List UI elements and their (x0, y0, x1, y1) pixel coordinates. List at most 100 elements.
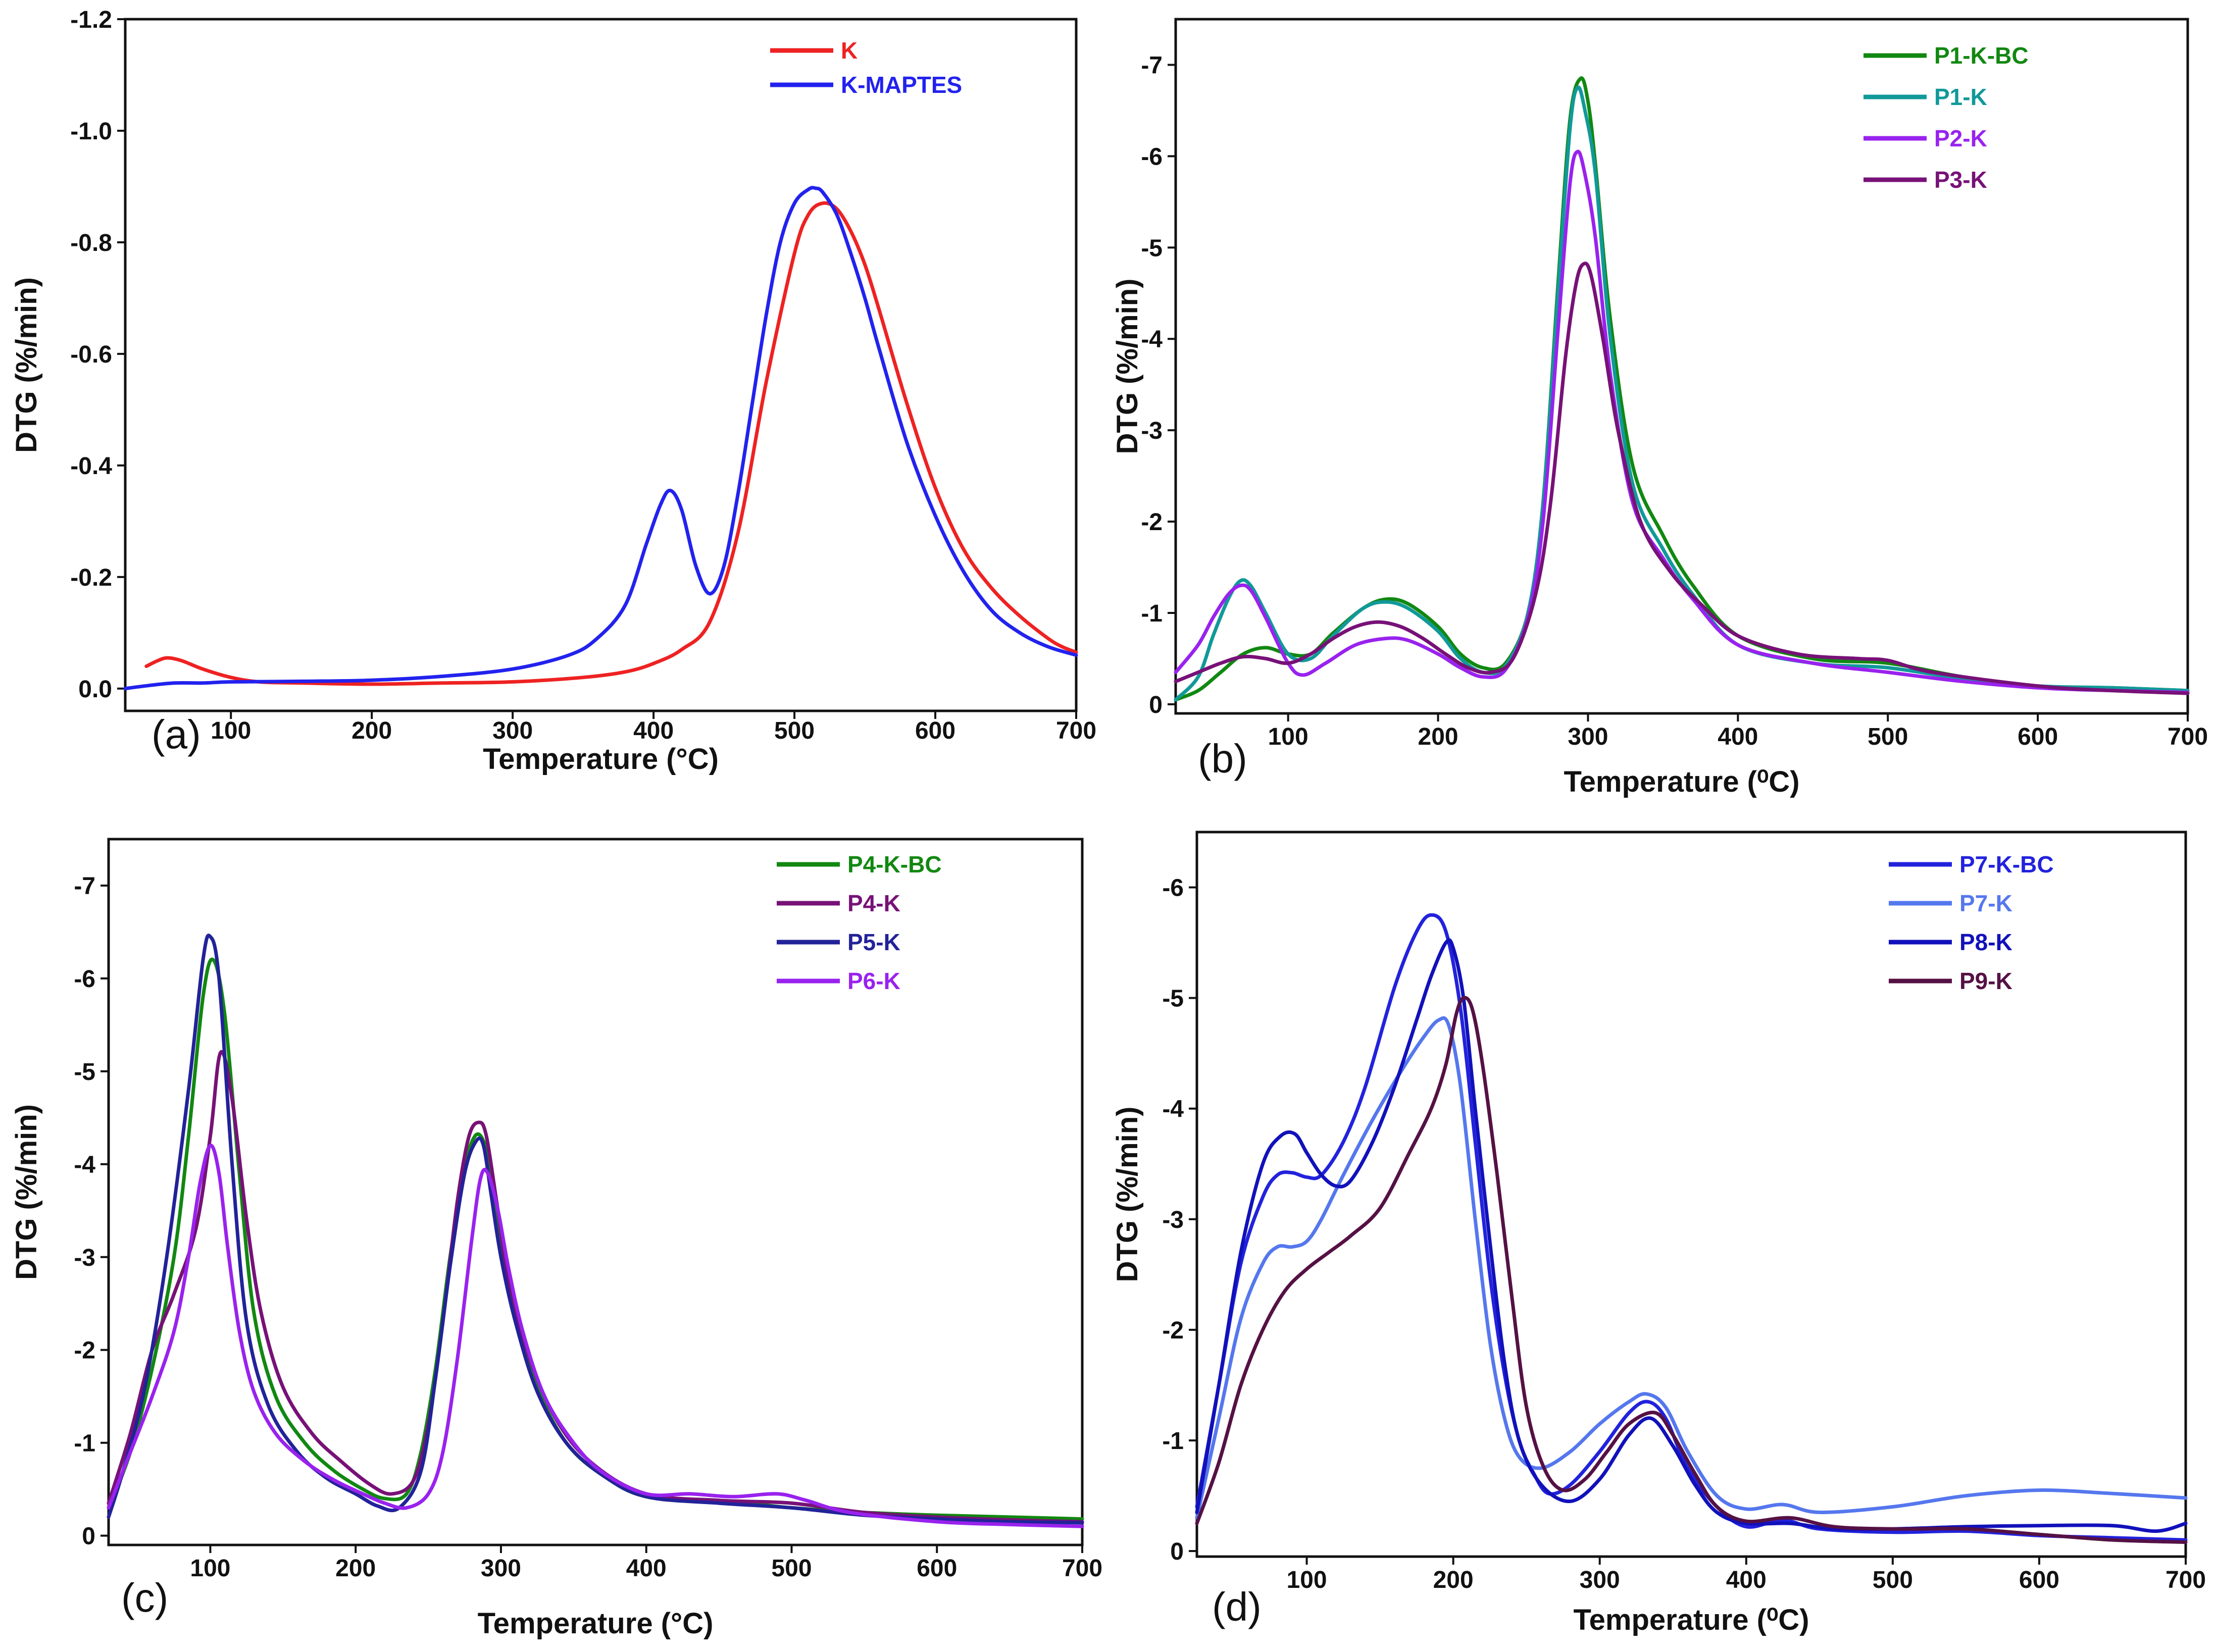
series-line-p1-k-bc (1174, 76, 2190, 702)
x-tick-label: 700 (2165, 1567, 2206, 1593)
legend-label: P1-K (1934, 84, 1987, 110)
legend-label: P2-K (1934, 125, 1987, 151)
x-tick-label: 600 (2019, 1567, 2059, 1593)
y-axis-label: DTG (%/min) (1111, 279, 1144, 454)
series-line-p7-k (1195, 1016, 2188, 1520)
y-tick-label: -5 (74, 1059, 95, 1086)
y-tick-label: 0 (82, 1523, 95, 1550)
y-tick-label: -5 (1141, 235, 1163, 262)
panel-label: (d) (1212, 1584, 1262, 1629)
y-axis-label: DTG (%/min) (10, 1104, 43, 1280)
panel-label: (b) (1198, 736, 1247, 781)
plot-frame (1195, 831, 2187, 1558)
x-tick-label: 600 (917, 1555, 957, 1582)
y-tick-label: -7 (74, 873, 95, 900)
x-tick-label: 100 (1287, 1567, 1327, 1593)
y-tick-label: -1.2 (70, 7, 112, 33)
plot-frame (1174, 18, 2189, 715)
x-tick-label: 300 (481, 1555, 521, 1582)
y-tick-label: 0.0 (78, 676, 112, 703)
x-tick-label: 600 (2018, 724, 2058, 750)
series-line-k-maptes (123, 186, 1078, 691)
legend-label: P1-K-BC (1934, 42, 2029, 69)
y-tick-label: -6 (74, 966, 95, 993)
y-tick-label: -3 (1162, 1207, 1184, 1233)
x-axis-label: Temperature (°C) (483, 743, 719, 776)
panel-3: 100 200 300 400 500 600 700 0 -1 -2 -3 -4 -5 -6 -7 Temp… (10, 838, 1102, 1640)
x-tick-label: 300 (1580, 1567, 1620, 1593)
legend-label: P8-K (1959, 929, 2012, 955)
panel-4: 100 200 300 400 500 600 700 0 -1 -2 -3 -4 -5 -6 Temper… (1111, 831, 2206, 1636)
series-line-p4-k-bc (107, 957, 1084, 1521)
panel-2: 100 200 300 400 500 600 700 0 -1 -2 -3 -4 -5 -6 -7 Temp… (1111, 18, 2208, 798)
x-tick-label: 300 (1568, 724, 1608, 750)
legend-label: P4-K-BC (847, 851, 942, 877)
y-tick-label: 0 (1149, 692, 1163, 718)
y-tick-label: -6 (1141, 143, 1163, 170)
y-tick-label: -0.6 (70, 341, 112, 368)
legend-label: P9-K (1959, 968, 2012, 994)
x-axis-label: Temperature (°C) (478, 1607, 714, 1640)
x-tick-label: 400 (1726, 1567, 1767, 1593)
legend-label: K-MAPTES (841, 72, 962, 98)
x-tick-label: 200 (1433, 1567, 1474, 1593)
y-tick-label: -3 (1141, 418, 1163, 444)
x-tick-label: 500 (771, 1555, 812, 1582)
y-tick-label: -0.2 (70, 564, 112, 591)
x-tick-label: 100 (211, 717, 251, 744)
y-tick-label: -1 (1141, 600, 1163, 627)
x-tick-label: 200 (1418, 724, 1458, 750)
series-line-p3-k (1174, 262, 2190, 695)
y-tick-label: -0.8 (70, 230, 112, 256)
x-tick-label: 400 (633, 717, 674, 744)
series-line-p8-k (1195, 938, 2188, 1533)
series-line-p5-k (107, 934, 1084, 1525)
series-line-p6-k (107, 1144, 1084, 1528)
legend-label: P3-K (1934, 167, 1987, 193)
y-axis-label: DTG (%/min) (10, 277, 43, 453)
y-tick-label: -0.4 (70, 453, 112, 480)
y-tick-label: -1 (74, 1430, 95, 1457)
plot-frame (124, 18, 1078, 712)
plot-frame (107, 838, 1084, 1546)
x-tick-label: 100 (190, 1555, 230, 1582)
y-tick-label: -2 (74, 1337, 95, 1364)
x-axis-label: Temperature (⁰C) (1564, 765, 1800, 798)
y-axis-label: DTG (%/min) (1111, 1107, 1144, 1282)
x-tick-label: 400 (1718, 724, 1758, 750)
x-tick-label: 200 (351, 717, 392, 744)
y-tick-label: -5 (1162, 986, 1184, 1012)
x-axis-label: Temperature (⁰C) (1574, 1604, 1809, 1636)
legend-label: P4-K (847, 890, 900, 916)
series-line-p2-k (1174, 149, 2190, 694)
y-tick-label: -6 (1162, 875, 1184, 902)
y-tick-label: -4 (74, 1152, 95, 1178)
x-tick-label: 700 (1062, 1555, 1102, 1582)
y-tick-label: -2 (1162, 1317, 1184, 1344)
legend-label: P7-K (1959, 890, 2012, 916)
panel-label: (a) (152, 712, 201, 757)
y-tick-label: -4 (1162, 1096, 1184, 1123)
y-tick-label: -4 (1141, 326, 1163, 353)
x-tick-label: 500 (1873, 1567, 1913, 1593)
series-line-p1-k (1174, 85, 2190, 702)
legend-label: P7-K-BC (1959, 851, 2054, 877)
x-tick-label: 300 (492, 717, 533, 744)
series-line-p7-k-bc (1195, 913, 2188, 1542)
y-tick-label: -1.0 (70, 118, 112, 145)
legend-label: P6-K (847, 968, 900, 994)
x-tick-label: 500 (1868, 724, 1908, 750)
legend-label: P5-K (847, 929, 900, 955)
series-line-p9-k (1195, 996, 2188, 1544)
x-tick-label: 400 (626, 1555, 667, 1582)
x-tick-label: 100 (1268, 724, 1308, 750)
panel-1: 100 200 300 400 500 600 700 0.0 -0.2 -0.4 -0.6 -0.8… (10, 7, 1096, 776)
y-tick-label: -7 (1141, 52, 1163, 79)
x-tick-label: 600 (915, 717, 955, 744)
series-line-p4-k (107, 1050, 1084, 1524)
y-tick-label: 0 (1170, 1538, 1184, 1565)
x-tick-label: 700 (1056, 717, 1096, 744)
y-tick-label: -1 (1162, 1428, 1184, 1455)
panel-label: (c) (121, 1575, 168, 1620)
